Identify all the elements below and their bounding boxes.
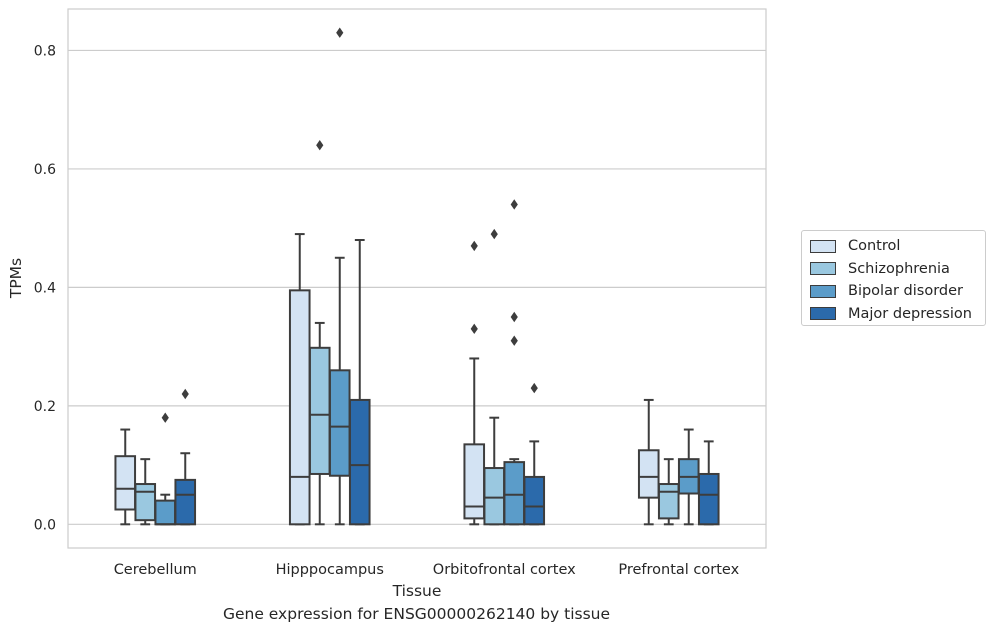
legend-swatch-bipolar-disorder	[810, 284, 836, 298]
box-body	[503, 461, 526, 526]
series-major-depression	[174, 239, 720, 526]
y-tick-label: 0.2	[34, 399, 56, 415]
x-tick-label: Orbitofrontal cortex	[433, 562, 576, 578]
box	[308, 140, 331, 526]
legend: Control Schizophrenia Bipolar disorder M…	[801, 230, 986, 326]
legend-item-control: Control	[810, 235, 977, 258]
x-tick-label: Prefrontal cortex	[618, 562, 739, 578]
box-body	[697, 472, 720, 526]
plot-frame	[67, 8, 767, 549]
x-tick-labels: Cerebellum Hipppocampus Orbitofrontal cort…	[114, 562, 740, 578]
box	[503, 199, 526, 526]
box	[523, 382, 546, 526]
y-axis-label: TPMs	[7, 258, 25, 299]
x-tick-label: Hipppocampus	[276, 562, 384, 578]
box	[657, 458, 680, 526]
series-bipolar-disorder	[154, 27, 700, 526]
outlier-point	[336, 27, 344, 38]
box	[328, 27, 351, 526]
legend-swatch-schizophrenia	[810, 262, 836, 276]
legend-item-major-depression: Major depression	[810, 303, 977, 326]
box-body	[483, 467, 506, 526]
outlier-point	[470, 323, 478, 335]
outlier-point	[510, 199, 518, 210]
box-body	[523, 475, 546, 526]
x-axis-label: Tissue	[392, 582, 442, 600]
box-body	[657, 483, 680, 520]
box	[348, 239, 371, 526]
box	[174, 388, 197, 526]
outlier-point	[470, 240, 478, 252]
box-body	[637, 449, 660, 499]
box	[697, 440, 720, 526]
legend-swatch-major-depression	[810, 307, 836, 321]
box-body	[348, 398, 371, 526]
legend-label-major-depression: Major depression	[848, 305, 972, 322]
box	[134, 458, 157, 526]
x-tick-label: Cerebellum	[114, 562, 197, 578]
legend-label-bipolar-disorder: Bipolar disorder	[848, 283, 963, 300]
box	[463, 240, 486, 526]
outlier-point	[181, 388, 189, 400]
y-tick-labels: 0.0 0.2 0.4 0.6 0.8	[34, 43, 56, 533]
outlier-point	[316, 140, 324, 151]
series-control	[114, 233, 660, 526]
legend-label-control: Control	[848, 238, 901, 255]
y-tick-label: 0.0	[34, 517, 56, 533]
box-body	[308, 346, 331, 475]
outlier-point	[510, 335, 518, 346]
gridlines	[68, 49, 766, 525]
outlier-point	[161, 412, 169, 423]
box	[483, 228, 506, 526]
box	[637, 398, 660, 526]
legend-item-schizophrenia: Schizophrenia	[810, 258, 977, 281]
outlier-point	[530, 382, 538, 394]
box-body	[114, 455, 137, 511]
outlier-point	[510, 311, 518, 323]
figure-caption: Gene expression for ENSG00000262140 by t…	[222, 605, 611, 623]
box-body	[134, 483, 157, 522]
box-series-layer	[114, 27, 720, 526]
legend-item-bipolar-disorder: Bipolar disorder	[810, 280, 977, 303]
series-schizophrenia	[134, 140, 680, 526]
box-body	[328, 369, 351, 477]
y-tick-label: 0.6	[34, 162, 56, 178]
y-tick-label: 0.8	[34, 43, 56, 59]
box	[154, 412, 177, 526]
legend-label-schizophrenia: Schizophrenia	[848, 260, 950, 277]
legend-swatch-control	[810, 239, 836, 253]
outlier-point	[490, 228, 498, 240]
box	[114, 428, 137, 526]
box-body	[154, 499, 177, 526]
y-tick-label: 0.4	[34, 280, 56, 296]
box-body	[174, 478, 197, 526]
box	[677, 428, 700, 526]
box	[288, 233, 311, 526]
box-body	[288, 289, 311, 526]
